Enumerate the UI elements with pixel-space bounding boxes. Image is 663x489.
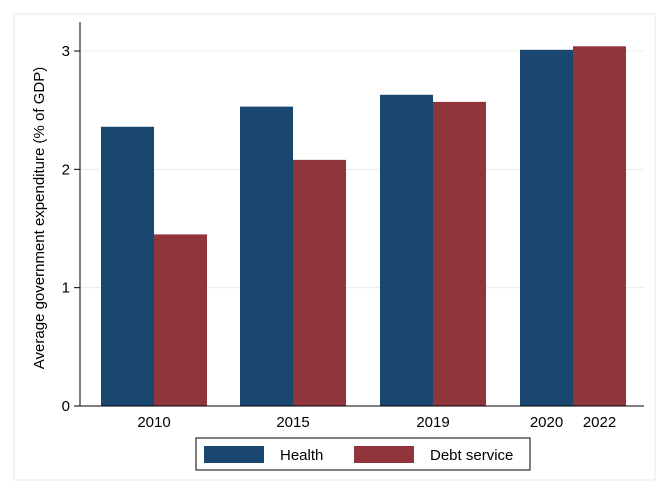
bar-health-2010 bbox=[101, 126, 154, 406]
bar-debt-service-2015 bbox=[293, 159, 346, 406]
bar-debt-service-2020-2022 bbox=[573, 46, 626, 407]
legend-label: Health bbox=[280, 447, 323, 464]
y-tick-label: 2 bbox=[62, 161, 70, 178]
bar-health-2019 bbox=[380, 94, 433, 407]
x-tick-label: 2020 bbox=[530, 414, 563, 431]
y-tick-label: 0 bbox=[62, 398, 70, 415]
x-tick-label: 2019 bbox=[416, 414, 449, 431]
legend-label: Debt service bbox=[430, 447, 513, 464]
x-tick-label: 2015 bbox=[276, 414, 309, 431]
legend-swatch bbox=[354, 446, 414, 463]
x-tick-label: 2022 bbox=[583, 414, 616, 431]
x-tick-label: 2010 bbox=[137, 414, 170, 431]
legend: Health Debt service bbox=[195, 437, 531, 471]
legend-swatch bbox=[204, 446, 264, 463]
axes: 0 1 2 3 2010 2015 2019 2020 2022 bbox=[62, 22, 644, 431]
bar-debt-service-2019 bbox=[433, 101, 486, 406]
bar-health-2015 bbox=[240, 106, 293, 406]
y-tick-label: 3 bbox=[62, 43, 70, 60]
y-tick-label: 1 bbox=[62, 280, 70, 297]
bar-health-2020-2022 bbox=[520, 49, 573, 407]
bars bbox=[101, 46, 626, 407]
bar-debt-service-2010 bbox=[154, 234, 207, 406]
y-axis-title: Average government expenditure (% of GDP… bbox=[31, 67, 48, 369]
